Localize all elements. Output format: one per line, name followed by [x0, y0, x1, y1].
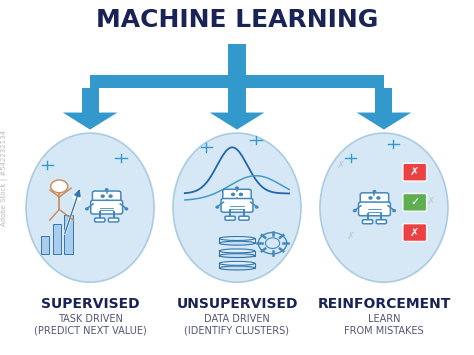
Circle shape — [255, 206, 258, 208]
Text: ✗: ✗ — [337, 160, 346, 170]
Ellipse shape — [320, 133, 448, 282]
Bar — [219, 251, 255, 256]
FancyBboxPatch shape — [403, 193, 427, 211]
Text: ✗: ✗ — [427, 196, 436, 206]
Text: ✓: ✓ — [410, 197, 419, 207]
Ellipse shape — [219, 236, 255, 240]
Circle shape — [373, 191, 376, 192]
Ellipse shape — [219, 266, 255, 270]
Ellipse shape — [173, 133, 301, 282]
Bar — [375, 88, 392, 113]
Circle shape — [109, 195, 112, 197]
FancyBboxPatch shape — [360, 193, 389, 203]
Text: SUPERVISED: SUPERVISED — [41, 296, 139, 311]
Circle shape — [239, 193, 242, 196]
Text: MACHINE LEARNING: MACHINE LEARNING — [96, 7, 378, 32]
Bar — [219, 239, 255, 243]
Bar — [82, 88, 99, 113]
FancyBboxPatch shape — [403, 224, 427, 241]
Circle shape — [377, 197, 380, 199]
Text: Adobe Stock | #542232134: Adobe Stock | #542232134 — [1, 130, 8, 225]
Bar — [64, 215, 73, 254]
Circle shape — [236, 187, 238, 189]
Bar — [41, 236, 49, 254]
Text: LEARN
FROM MISTAKES: LEARN FROM MISTAKES — [344, 314, 424, 335]
FancyBboxPatch shape — [239, 216, 249, 220]
Bar — [53, 224, 61, 254]
Text: DATA DRIVEN
(IDENTIFY CLUSTERS): DATA DRIVEN (IDENTIFY CLUSTERS) — [184, 314, 290, 335]
FancyBboxPatch shape — [109, 218, 118, 222]
Text: UNSUPERVISED: UNSUPERVISED — [176, 296, 298, 311]
Circle shape — [101, 195, 104, 197]
FancyBboxPatch shape — [363, 220, 373, 224]
Text: ✗: ✗ — [410, 167, 419, 177]
Polygon shape — [210, 113, 264, 130]
Ellipse shape — [26, 133, 154, 282]
FancyBboxPatch shape — [221, 198, 253, 212]
Ellipse shape — [219, 249, 255, 253]
Polygon shape — [63, 113, 118, 130]
FancyBboxPatch shape — [403, 163, 427, 181]
Circle shape — [393, 210, 395, 212]
Bar — [219, 263, 255, 268]
Text: REINFORCEMENT: REINFORCEMENT — [317, 296, 451, 311]
Text: ✗: ✗ — [346, 231, 355, 241]
Circle shape — [125, 208, 128, 210]
FancyBboxPatch shape — [358, 202, 391, 216]
FancyBboxPatch shape — [91, 200, 123, 214]
Polygon shape — [356, 113, 411, 130]
Circle shape — [354, 210, 356, 212]
Circle shape — [232, 193, 235, 196]
Ellipse shape — [219, 241, 255, 245]
Text: ✗: ✗ — [410, 228, 419, 237]
Bar — [228, 44, 246, 82]
FancyBboxPatch shape — [225, 216, 235, 220]
Ellipse shape — [219, 253, 255, 258]
FancyBboxPatch shape — [223, 189, 251, 200]
Bar — [90, 75, 384, 88]
Circle shape — [51, 180, 68, 193]
Circle shape — [369, 197, 372, 199]
Circle shape — [216, 206, 219, 208]
Circle shape — [86, 208, 88, 210]
FancyBboxPatch shape — [376, 220, 386, 224]
Ellipse shape — [219, 261, 255, 265]
Circle shape — [105, 189, 108, 191]
Text: TASK DRIVEN
(PREDICT NEXT VALUE): TASK DRIVEN (PREDICT NEXT VALUE) — [34, 314, 146, 335]
FancyBboxPatch shape — [95, 218, 105, 222]
FancyBboxPatch shape — [92, 191, 121, 202]
Bar — [228, 88, 246, 113]
